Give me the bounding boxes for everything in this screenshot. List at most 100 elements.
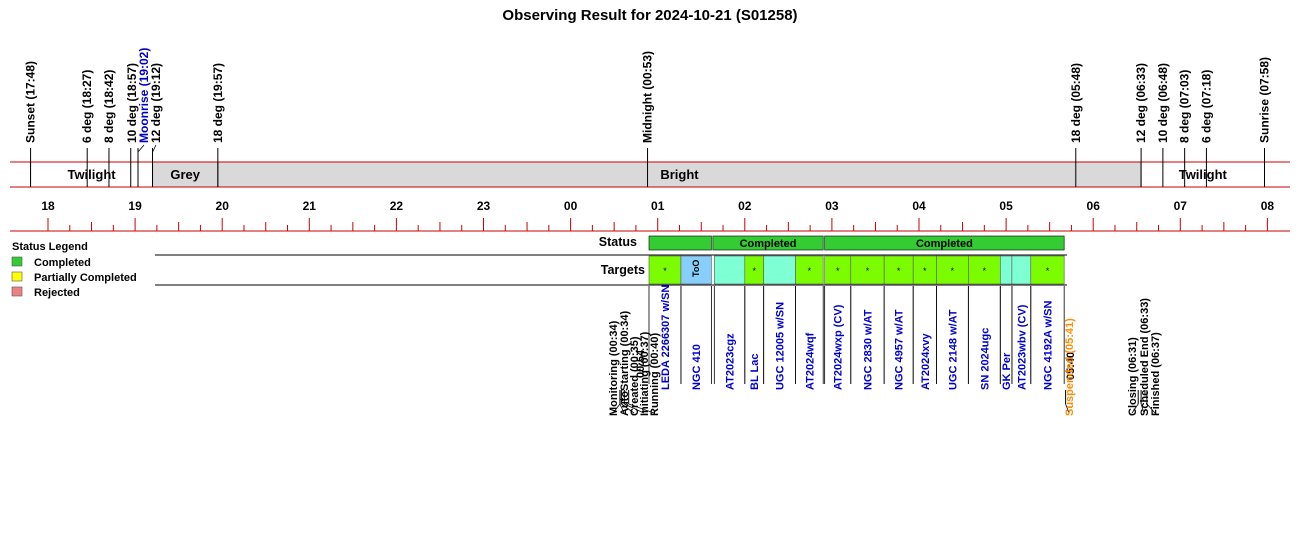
target-mark: * xyxy=(897,266,901,276)
tick-label: 07 xyxy=(1174,199,1188,213)
target-name: AT2024wxp (CV) xyxy=(833,304,845,390)
status-block-label: Completed xyxy=(740,238,797,250)
legend-swatch xyxy=(11,286,23,297)
target-block xyxy=(968,255,1001,285)
target-mark: * xyxy=(663,266,667,276)
status-legend: Status Legend Completed Partially Complet… xyxy=(11,241,137,299)
targets-row-label: Targets xyxy=(601,263,645,277)
status-blocks: Completed Completed xyxy=(648,235,1065,251)
sky-event-label: Midnight (00:53) xyxy=(641,51,655,143)
operation-event-leader xyxy=(628,403,655,414)
target-name: AT2023cgz xyxy=(725,333,737,390)
tick-label: 20 xyxy=(216,199,230,213)
operation-event-label: Closing (06:31) xyxy=(1127,337,1139,416)
target-name: UGC 12005 w/SN xyxy=(775,302,787,390)
target-mark: * xyxy=(752,266,756,276)
operation-event-label: Suspended (05:41) xyxy=(1064,318,1076,416)
status-block xyxy=(824,235,1065,251)
target-mark: * xyxy=(923,266,927,276)
operation-event-leader xyxy=(1065,403,1070,414)
target-name: GK Per xyxy=(1001,352,1013,390)
target-mark: * xyxy=(836,266,840,276)
legend-swatch xyxy=(11,271,23,282)
band-label: Grey xyxy=(170,167,200,182)
operation-event-label: Scheduled End (06:33) xyxy=(1139,298,1151,416)
sky-event-label: 10 deg (06:48) xyxy=(1156,63,1170,143)
operation-event-leader xyxy=(624,403,645,414)
operation-event-label: Finished (06:37) xyxy=(1150,332,1162,416)
run-end-label: 05:40 xyxy=(1065,352,1077,380)
status-block xyxy=(648,235,712,251)
target-name: LEDA 2266307 w/SN xyxy=(660,285,672,390)
time-axis: 18 19 20 21 22 23 00 01 02 03 04 05 06 07 08 xyxy=(10,199,1290,232)
operation-event-leader xyxy=(1146,403,1156,414)
target-block xyxy=(1011,255,1032,285)
sky-event-label: Sunrise (07:58) xyxy=(1257,57,1271,143)
band-label: Twilight xyxy=(67,167,116,182)
chart-title: Observing Result for 2024-10-21 (S01258) xyxy=(502,7,797,24)
sky-event-label: 18 deg (05:48) xyxy=(1069,63,1083,143)
target-mark: * xyxy=(951,266,955,276)
operation-event-leader xyxy=(619,403,625,414)
sky-event-label: 18 deg (19:57) xyxy=(211,63,225,143)
operation-event-label: AutoStarting (00:34) xyxy=(619,311,631,416)
run-start-label: 00:54 xyxy=(635,349,647,378)
target-name: BL Lac xyxy=(749,354,761,390)
tick-label: 03 xyxy=(825,199,839,213)
operation-event-markers: 00:54 05:40 Monitoring (00:34) AutoStarting… xyxy=(608,298,1162,416)
status-block-label: Completed xyxy=(916,238,973,250)
tick-label: 08 xyxy=(1261,199,1275,213)
target-block xyxy=(763,255,796,285)
tick-label: 19 xyxy=(128,199,142,213)
target-mark: * xyxy=(983,266,987,276)
target-block xyxy=(850,255,885,285)
tick-label: 04 xyxy=(912,199,926,213)
status-target-rows: Status Targets xyxy=(155,235,1067,286)
sky-event-label: 8 deg (18:42) xyxy=(102,70,116,143)
tick-label: 05 xyxy=(999,199,1013,213)
target-block xyxy=(1030,255,1065,285)
target-name: AT2024wqf xyxy=(804,332,816,390)
operation-event-label: Monitoring (00:34) xyxy=(608,320,620,416)
target-mark: * xyxy=(866,266,870,276)
legend-label: Completed xyxy=(34,257,91,269)
target-name: NGC 4192A w/SN xyxy=(1042,300,1054,390)
target-name: UGC 2148 w/AT xyxy=(947,309,959,390)
operation-event-leader xyxy=(612,403,621,414)
target-block xyxy=(648,255,682,285)
sky-event-label: 6 deg (18:27) xyxy=(80,70,94,143)
sky-condition-bands: Twilight Grey Bright Twilight xyxy=(10,161,1290,188)
target-mark: * xyxy=(808,266,812,276)
target-block xyxy=(795,255,824,285)
target-name: AT2024xvy xyxy=(920,332,932,390)
target-name: NGC 410 xyxy=(691,344,703,390)
sky-event-label: Sunset (17:48) xyxy=(24,61,38,143)
tick-label: 02 xyxy=(738,199,752,213)
operation-event-leader xyxy=(1140,403,1145,414)
target-block xyxy=(999,255,1013,285)
sky-event-label: 12 deg (06:33) xyxy=(1134,63,1148,143)
target-name: AT2023wbv (CV) xyxy=(1016,304,1028,390)
target-block xyxy=(714,255,746,285)
target-mark: * xyxy=(1046,266,1050,276)
tick-label: 22 xyxy=(390,199,404,213)
target-too-mark: ToO xyxy=(691,260,701,277)
tick-label: 00 xyxy=(564,199,578,213)
target-block xyxy=(883,255,914,285)
band-label: Bright xyxy=(660,167,699,182)
band-twilight-0 xyxy=(30,161,153,188)
target-name: SN 2024ugc xyxy=(979,328,991,390)
operation-event-leader xyxy=(1131,403,1139,414)
legend-title: Status Legend xyxy=(12,241,88,253)
status-row-label: Status xyxy=(599,235,637,249)
tick-label: 01 xyxy=(651,199,665,213)
tick-label: 06 xyxy=(1087,199,1101,213)
operation-event-label: Created (00:35) xyxy=(629,336,641,416)
target-name: NGC 2830 w/AT xyxy=(862,309,874,390)
status-block xyxy=(712,235,824,251)
tick-label: 18 xyxy=(41,199,55,213)
target-block xyxy=(824,255,852,285)
target-block xyxy=(936,255,969,285)
legend-swatch xyxy=(11,256,23,267)
